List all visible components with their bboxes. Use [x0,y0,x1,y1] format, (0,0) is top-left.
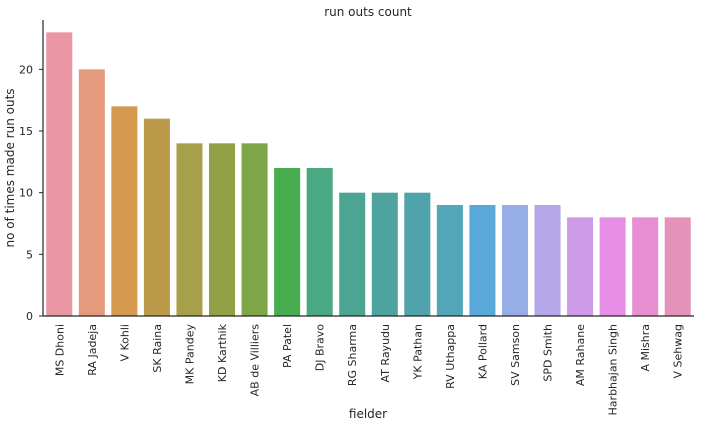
bar-ka-pollard [469,205,496,316]
chart-title: run outs count [324,5,412,19]
bar-am-rahane [567,217,594,316]
bar-rv-uthappa [436,205,463,316]
x-tick-label: V Sehwag [672,324,685,378]
bar-dj-bravo [306,168,333,316]
x-tick-label: SPD Smith [542,324,555,382]
bar-sk-raina [143,118,170,317]
bar-ab-de-villiers [241,143,268,316]
x-tick-label: RA Jadeja [86,324,99,376]
bar-pa-patel [274,168,301,316]
bar-harbhajan-singh [599,217,626,316]
x-tick-label: V Kohli [118,324,131,362]
x-tick-label: AM Rahane [574,324,587,386]
x-tick-label: MS Dhoni [53,324,66,376]
x-tick-label: Harbhajan Singh [607,324,620,415]
bar-sv-samson [501,205,528,316]
bars-group [46,32,691,317]
y-tick-label: 20 [19,63,33,76]
bar-mk-pandey [176,143,203,316]
x-tick-label: A Mishra [639,324,652,372]
x-tick-label: AB de Villiers [249,324,262,397]
bar-ra-jadeja [78,69,105,316]
bar-rg-sharma [339,192,366,316]
y-tick-label: 10 [19,187,33,200]
x-tick-label: DJ Bravo [314,324,327,372]
bar-at-rayudu [371,192,398,316]
x-tick-label: SV Samson [509,324,522,386]
x-tick-label: KA Pollard [476,324,489,379]
x-axis-label: fielder [349,407,387,421]
x-tick-label: RV Uthappa [444,324,457,389]
x-axis-ticks: MS Dhoni RA Jadeja V Kohli SK Raina MK Pande… [53,323,684,415]
x-tick-label: YK Pathan [411,324,424,380]
x-tick-label: RG Sharma [346,324,359,386]
bar-kd-karthik [209,143,236,316]
x-tick-label: PA Patel [281,324,294,368]
bar-a-mishra [632,217,659,316]
bar-yk-pathan [404,192,431,316]
x-tick-label: SK Raina [151,324,164,373]
bar-v-sehwag [664,217,691,316]
x-tick-label: KD Karthik [216,323,229,382]
x-tick-label: MK Pandey [183,324,196,385]
bar-v-kohli [111,106,138,316]
y-axis-label: no of times made run outs [3,88,17,247]
y-axis-ticks: 0 5 10 15 20 [19,63,43,323]
bar-spd-smith [534,205,561,316]
x-tick-label: AT Rayudu [379,324,392,382]
y-tick-label: 0 [26,310,33,323]
y-tick-label: 15 [19,125,33,138]
y-tick-label: 5 [26,248,33,261]
bar-ms-dhoni [46,32,73,316]
